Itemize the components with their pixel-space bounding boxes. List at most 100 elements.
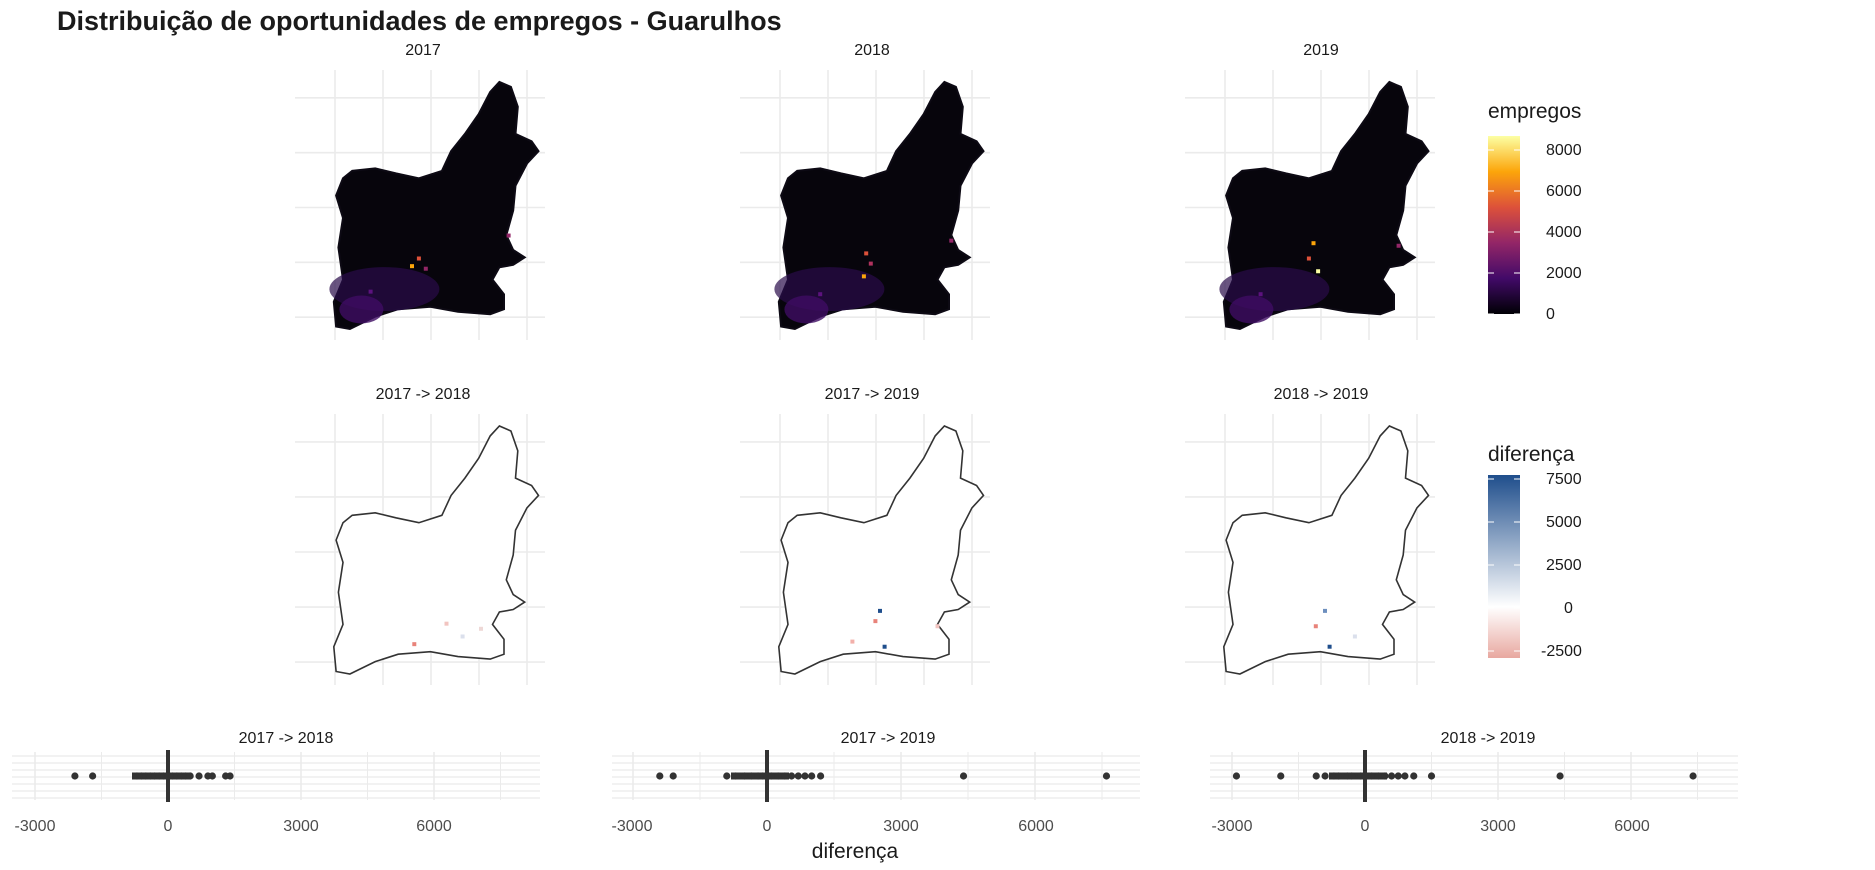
x-tick-label: -3000 <box>14 818 56 835</box>
legend-label-diff-7500: 7500 <box>1546 471 1582 488</box>
map-diff-cell <box>479 626 483 631</box>
legend-label-empregos-0: 0 <box>1546 306 1555 323</box>
map-diff-cell <box>1352 634 1357 639</box>
panel-title-dots-1: 2017 -> 2018 <box>238 730 334 747</box>
map-diff-cell <box>1323 608 1327 613</box>
legend-label-diff-0: 0 <box>1564 600 1573 617</box>
panel-title-diff-1: 2017 -> 2018 <box>375 386 471 403</box>
chart-title: Distribuição de oportunidades de emprego… <box>57 6 782 36</box>
map-outline-diferenca <box>332 425 540 675</box>
x-tick-label: 3000 <box>883 818 919 835</box>
panel-title-diff-3: 2018 -> 2019 <box>1273 386 1369 403</box>
map-density-glow <box>1229 295 1274 324</box>
map-hot-cell <box>423 266 428 271</box>
data-point <box>1556 772 1564 780</box>
panel-title-empregos-2: 2018 <box>854 42 890 59</box>
panel-title-diff-2: 2017 -> 2019 <box>824 386 920 403</box>
data-point <box>669 772 677 780</box>
legend-label-diff-5000: 5000 <box>1546 514 1582 531</box>
map-diff-cell <box>1327 644 1332 649</box>
data-point <box>1348 772 1356 780</box>
data-point <box>781 772 789 780</box>
map-hot-cell <box>1311 241 1316 246</box>
legend-title-diferenca: diferença <box>1488 443 1575 466</box>
map-density-glow <box>784 295 829 324</box>
x-tick-label: 0 <box>762 818 772 835</box>
map-hot-cell <box>1258 292 1263 297</box>
data-point <box>794 772 802 780</box>
data-point <box>1401 772 1409 780</box>
panel-title-dots-3: 2018 -> 2019 <box>1440 730 1536 747</box>
legend-label-diff-minus-2500: -2500 <box>1541 643 1582 660</box>
data-point <box>1394 772 1402 780</box>
data-point <box>89 772 97 780</box>
map-hot-cell <box>1316 269 1321 274</box>
legend-label-empregos-4000: 4000 <box>1546 224 1582 241</box>
data-point <box>1321 772 1329 780</box>
x-tick-label: 6000 <box>416 818 452 835</box>
data-point <box>808 772 816 780</box>
data-point <box>1381 772 1389 780</box>
legend-colorbar-diferenca <box>1488 475 1520 658</box>
x-tick-label: 6000 <box>1018 818 1054 835</box>
map-hot-cell <box>1306 256 1311 261</box>
map-density-glow <box>339 295 384 324</box>
data-point <box>186 772 194 780</box>
data-point <box>747 772 755 780</box>
map-hot-cell <box>416 256 421 261</box>
map-diff-cell <box>935 624 940 629</box>
data-point <box>226 772 234 780</box>
map-outline-diferenca <box>777 425 985 675</box>
map-diff-cell <box>878 608 882 613</box>
map-hot-cell <box>410 264 414 269</box>
data-point <box>1410 772 1418 780</box>
data-point <box>801 772 809 780</box>
panel-title-dots-2: 2017 -> 2019 <box>840 730 936 747</box>
data-point <box>195 772 203 780</box>
data-point <box>1427 772 1436 780</box>
data-point <box>71 772 79 780</box>
data-point <box>1689 772 1697 780</box>
x-tick-label: 0 <box>163 818 173 835</box>
data-point <box>741 772 749 780</box>
data-point <box>1388 772 1396 780</box>
map-diff-cell <box>882 644 887 649</box>
map-hot-cell <box>864 251 869 256</box>
data-point <box>723 772 731 780</box>
data-point <box>1361 772 1369 780</box>
data-point <box>208 772 216 780</box>
map-diff-cell <box>460 634 465 639</box>
data-point <box>732 772 740 780</box>
x-tick-label: -3000 <box>611 818 653 835</box>
data-point <box>787 772 796 780</box>
map-hot-cell <box>368 289 373 294</box>
map-diff-cell <box>850 639 855 644</box>
data-point <box>1334 772 1342 780</box>
legend-label-empregos-6000: 6000 <box>1546 183 1582 200</box>
data-point <box>1102 772 1111 780</box>
map-diff-cell <box>412 642 417 647</box>
legend-label-empregos-2000: 2000 <box>1546 265 1582 282</box>
data-point <box>1277 772 1285 780</box>
map-diff-cell <box>873 619 878 624</box>
x-tick-label: 3000 <box>1480 818 1516 835</box>
data-point <box>1374 772 1382 780</box>
map-hot-cell <box>868 261 873 266</box>
x-tick-label: 6000 <box>1614 818 1650 835</box>
data-point <box>767 772 776 780</box>
data-point <box>1312 772 1320 780</box>
x-axis-label: diferença <box>811 840 899 863</box>
x-tick-label: 3000 <box>283 818 319 835</box>
data-point <box>959 772 968 780</box>
map-hot-cell <box>861 274 866 279</box>
legend-colorbar-empregos <box>1488 136 1520 314</box>
map-hot-cell <box>506 233 511 238</box>
legend-label-empregos-8000: 8000 <box>1546 142 1582 159</box>
panel-title-empregos-3: 2019 <box>1303 42 1339 59</box>
data-point <box>774 772 782 780</box>
data-point <box>817 772 825 780</box>
map-hot-cell <box>818 292 823 297</box>
data-point <box>1232 772 1241 780</box>
map-outline-diferenca <box>1222 425 1430 675</box>
